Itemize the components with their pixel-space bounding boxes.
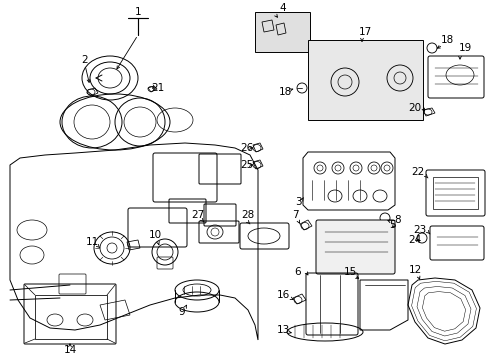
Bar	[254, 12, 309, 52]
Text: 4: 4	[279, 3, 286, 13]
Text: 18: 18	[440, 35, 453, 45]
Text: 15: 15	[343, 267, 356, 277]
Text: 2: 2	[81, 55, 88, 65]
Text: 9: 9	[178, 307, 185, 317]
Text: 1: 1	[134, 7, 141, 17]
Text: 7: 7	[291, 210, 298, 220]
Text: 16: 16	[276, 290, 289, 300]
Text: 24: 24	[407, 235, 421, 245]
Text: 10: 10	[148, 230, 161, 240]
Text: 27: 27	[191, 210, 204, 220]
Bar	[432, 177, 477, 209]
Text: 25: 25	[240, 160, 253, 170]
Bar	[307, 40, 422, 120]
Text: 23: 23	[412, 225, 426, 235]
Text: 28: 28	[241, 210, 254, 220]
Text: 22: 22	[410, 167, 424, 177]
Text: 26: 26	[240, 143, 253, 153]
Text: 12: 12	[407, 265, 421, 275]
Bar	[35, 295, 107, 339]
FancyBboxPatch shape	[315, 220, 394, 274]
Text: 18: 18	[278, 87, 291, 97]
Text: 3: 3	[294, 197, 301, 207]
Text: 8: 8	[394, 215, 401, 225]
Text: 21: 21	[151, 83, 164, 93]
Text: 11: 11	[85, 237, 99, 247]
Text: 13: 13	[276, 325, 289, 335]
Text: 17: 17	[358, 27, 371, 37]
Text: 19: 19	[457, 43, 470, 53]
Text: 14: 14	[63, 345, 77, 355]
Polygon shape	[10, 143, 258, 340]
Text: 20: 20	[407, 103, 421, 113]
Text: 6: 6	[294, 267, 301, 277]
Text: 5: 5	[388, 220, 394, 230]
